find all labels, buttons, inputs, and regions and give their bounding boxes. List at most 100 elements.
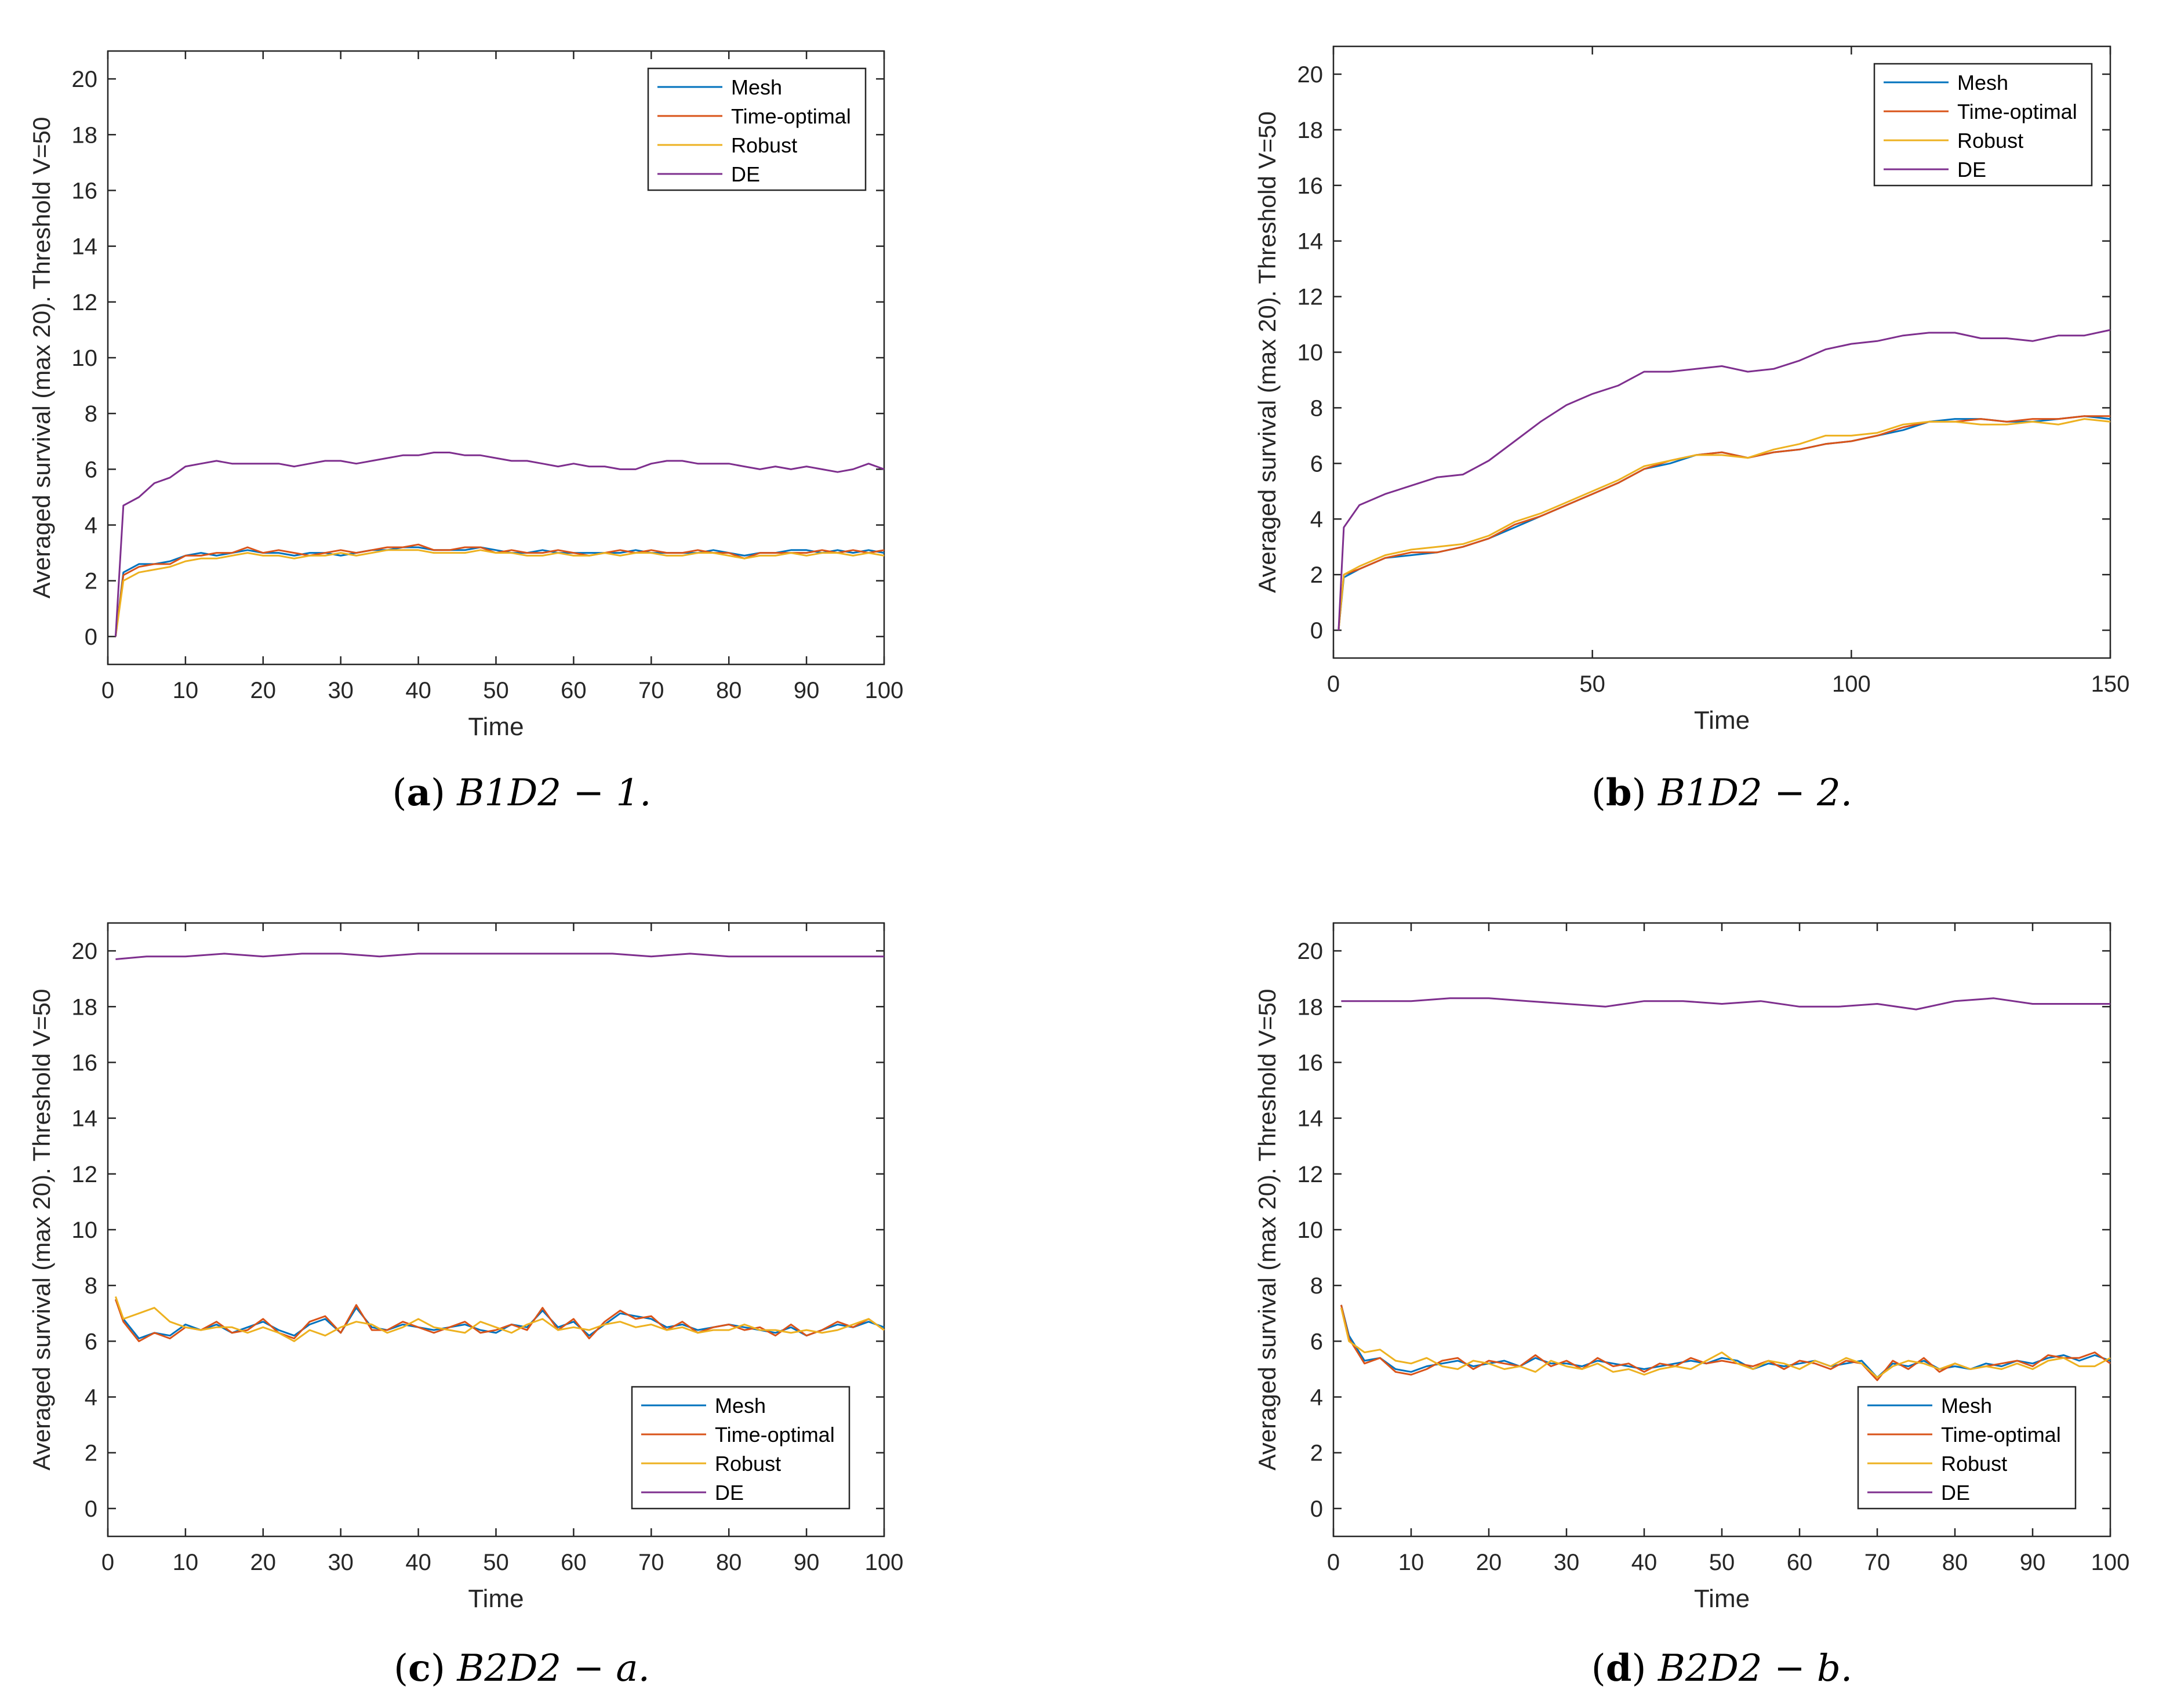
y-tick-label: 0: [85, 1496, 97, 1522]
series-line-robust: [114, 1296, 885, 1342]
y-tick-label: 20: [1297, 62, 1324, 88]
y-tick-label: 10: [72, 346, 98, 371]
x-tick-label: 60: [561, 678, 587, 703]
legend-label: DE: [731, 162, 760, 186]
legend-label: Robust: [731, 133, 797, 157]
x-axis-label: Time: [1694, 1585, 1750, 1613]
series-line-robust: [1340, 1307, 2111, 1379]
x-tick-label: 90: [794, 678, 820, 703]
x-tick-label: 50: [483, 1550, 509, 1575]
x-tick-label: 0: [101, 678, 114, 703]
x-tick-label: 0: [1327, 1550, 1340, 1575]
x-tick-label: 50: [483, 678, 509, 703]
x-axis-label: Time: [468, 713, 524, 741]
legend-box: [647, 67, 867, 191]
x-tick-label: 0: [101, 1550, 114, 1575]
series-line-de: [1337, 329, 2111, 631]
y-tick-label: 20: [1297, 939, 1324, 964]
legend-label: DE: [1941, 1481, 1970, 1505]
y-tick-label: 4: [1310, 1385, 1323, 1411]
x-tick-label: 90: [794, 1550, 820, 1575]
legend-label: Mesh: [1941, 1394, 1992, 1418]
x-tick-label: 70: [1864, 1550, 1891, 1575]
x-tick-label: 80: [716, 1550, 742, 1575]
y-tick-label: 14: [1297, 1106, 1324, 1132]
legend-label: Time-optimal: [715, 1423, 835, 1447]
legend: Mesh Time-optimal Robust DE: [647, 67, 867, 191]
x-tick-label: 0: [1327, 671, 1340, 697]
y-tick-label: 20: [72, 939, 98, 964]
series-line-de: [1341, 997, 2110, 1011]
y-tick-label: 4: [85, 513, 97, 539]
y-tick-label: 16: [72, 178, 98, 203]
y-tick-label: 8: [85, 1273, 97, 1299]
y-tick-label: 14: [1297, 229, 1324, 255]
y-tick-label: 2: [85, 569, 97, 594]
x-tick-label: 40: [405, 678, 431, 703]
legend-label: Robust: [1941, 1452, 2007, 1476]
chart-panel-d: 0 10 20 30 40 50 60 70 80 90 100 0 2 4 6 8 10 12 14 16 18 20 T…: [1253, 922, 2129, 1613]
legend: Mesh Time-optimal Robust DE: [1857, 1386, 2077, 1510]
x-tick-label: 10: [173, 678, 199, 703]
y-tick-label: 12: [72, 1162, 98, 1187]
y-tick-label: 2: [85, 1441, 97, 1466]
legend-label: Robust: [715, 1452, 781, 1476]
x-tick-label: 60: [1787, 1550, 1813, 1575]
y-tick-label: 16: [1297, 173, 1324, 199]
y-axis-label: Averaged survival (max 20). Threshold V=…: [1253, 111, 1281, 593]
y-tick-label: 4: [85, 1385, 97, 1411]
x-tick-label: 40: [1631, 1550, 1658, 1575]
y-tick-label: 16: [1297, 1050, 1324, 1075]
x-tick-label: 20: [1476, 1550, 1502, 1575]
legend-label: Robust: [1957, 129, 2023, 152]
series-line-mesh: [115, 1299, 885, 1340]
y-tick-label: 18: [72, 994, 98, 1020]
legend-label: Mesh: [715, 1394, 766, 1418]
y-tick-label: 0: [1310, 618, 1323, 644]
x-tick-label: 60: [561, 1550, 587, 1575]
x-tick-label: 100: [865, 1550, 904, 1575]
x-tick-label: 100: [865, 678, 904, 703]
y-tick-label: 10: [72, 1218, 98, 1243]
series-line-mesh: [114, 546, 885, 637]
y-tick-label: 12: [72, 290, 98, 315]
legend-label: Time-optimal: [731, 104, 851, 128]
series-line-time-optimal: [1337, 415, 2110, 631]
y-tick-label: 18: [1297, 118, 1324, 143]
y-tick-label: 8: [1310, 395, 1323, 421]
y-tick-label: 6: [85, 1329, 97, 1354]
x-tick-label: 150: [2091, 671, 2130, 697]
x-axis-label: Time: [468, 1585, 524, 1613]
x-tick-label: 20: [250, 1550, 277, 1575]
legend: Mesh Time-optimal Robust DE: [1873, 63, 2093, 187]
series-line-de: [115, 953, 884, 960]
y-tick-label: 12: [1297, 285, 1324, 310]
x-tick-label: 80: [1942, 1550, 1968, 1575]
x-tick-label: 80: [716, 678, 742, 703]
legend-box: [1873, 63, 2093, 187]
chart-panel-c: 0 10 20 30 40 50 60 70 80 90 100 0 2 4 6 8 10 12 14 16 18 20 T…: [28, 922, 904, 1613]
y-axis-label: Averaged survival (max 20). Threshold V=…: [1253, 989, 1281, 1471]
y-tick-label: 14: [72, 1106, 98, 1132]
x-tick-label: 40: [405, 1550, 431, 1575]
x-tick-label: 10: [173, 1550, 199, 1575]
series-line-robust: [1337, 418, 2111, 631]
x-tick-label: 30: [328, 678, 354, 703]
series-line-robust: [114, 549, 885, 637]
y-tick-label: 2: [1310, 562, 1323, 588]
x-tick-label: 10: [1398, 1550, 1424, 1575]
y-axis-label: Averaged survival (max 20). Threshold V=…: [28, 989, 55, 1471]
x-tick-label: 50: [1579, 671, 1605, 697]
y-tick-label: 0: [1310, 1496, 1323, 1522]
x-tick-label: 70: [638, 678, 664, 703]
y-axis-label: Averaged survival (max 20). Threshold V=…: [28, 117, 55, 599]
legend-label: DE: [715, 1481, 744, 1505]
y-tick-label: 18: [72, 122, 98, 148]
chart-panel-a: 0 10 20 30 40 50 60 70 80 90 100 0 2 4 6 8 10 12 14 16 18 20 T…: [28, 50, 904, 741]
legend-label: Mesh: [731, 75, 782, 99]
y-tick-label: 10: [1297, 1218, 1324, 1243]
legend: Mesh Time-optimal Robust DE: [631, 1386, 850, 1510]
y-tick-label: 16: [72, 1050, 98, 1075]
